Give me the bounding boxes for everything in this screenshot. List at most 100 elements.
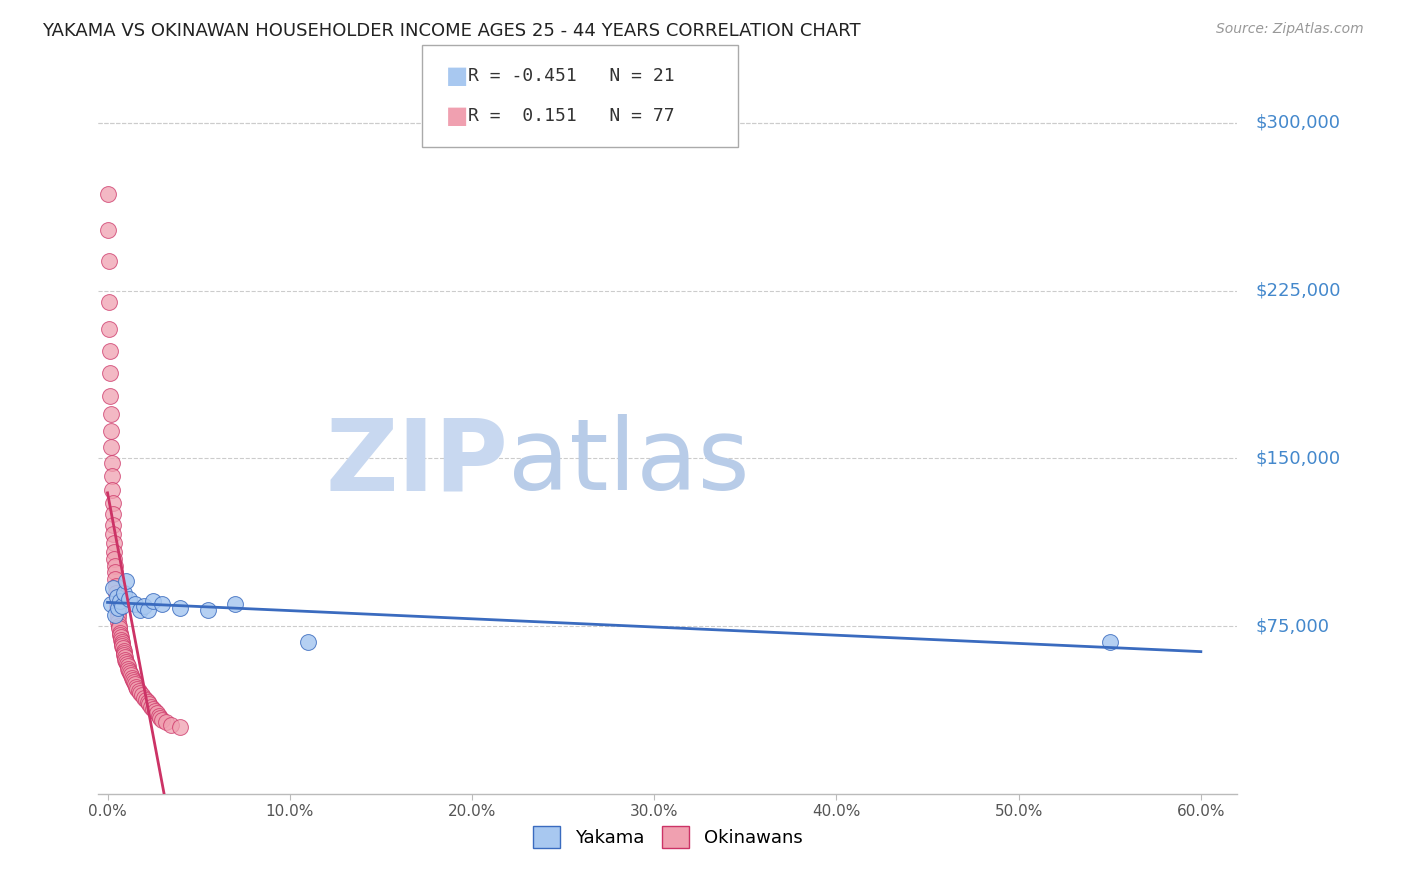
Point (117, 662, 139, 676)
Text: $225,000: $225,000 (1256, 282, 1341, 300)
Point (103, 545, 125, 559)
Point (132, 599, 155, 613)
Point (131, 689, 153, 703)
Point (112, 648, 135, 663)
Point (111, 599, 134, 613)
Point (98, 321, 121, 335)
Text: ■: ■ (446, 104, 468, 128)
Point (100, 456, 122, 470)
Point (169, 720, 191, 734)
Point (105, 590, 128, 604)
Point (125, 680, 148, 694)
Point (138, 698, 160, 712)
Point (104, 607, 127, 622)
Point (121, 671, 143, 685)
Point (98, 294, 121, 309)
Point (108, 619, 131, 633)
Point (104, 579, 127, 593)
Text: R =  0.151   N = 77: R = 0.151 N = 77 (468, 107, 675, 125)
Point (101, 469, 124, 483)
Point (101, 518, 124, 533)
Point (110, 632, 132, 647)
Text: atlas: atlas (509, 414, 749, 511)
Point (111, 641, 134, 656)
Text: ■: ■ (446, 64, 468, 87)
Point (224, 597, 246, 611)
Text: YAKAMA VS OKINAWAN HOUSEHOLDER INCOME AGES 25 - 44 YEARS CORRELATION CHART: YAKAMA VS OKINAWAN HOUSEHOLDER INCOME AG… (42, 22, 860, 40)
Text: R = -0.451   N = 21: R = -0.451 N = 21 (468, 67, 675, 85)
Point (297, 634, 319, 648)
Point (97, 223, 120, 237)
Point (129, 603, 152, 617)
Point (111, 639, 134, 653)
Point (111, 637, 134, 651)
Point (155, 715, 177, 730)
Point (98, 343, 121, 358)
Point (107, 601, 129, 615)
Point (136, 603, 159, 617)
Point (111, 634, 134, 648)
Point (97, 187, 120, 202)
Point (120, 668, 142, 682)
Point (104, 572, 127, 586)
Point (122, 673, 145, 687)
Point (143, 704, 166, 718)
Point (98, 254, 121, 268)
Point (141, 699, 163, 714)
Point (103, 552, 125, 566)
Point (112, 643, 135, 657)
Point (103, 527, 125, 541)
Point (107, 610, 129, 624)
Point (169, 601, 191, 615)
Point (160, 717, 183, 731)
Point (128, 684, 150, 698)
Point (110, 594, 132, 608)
Point (125, 681, 148, 696)
Point (148, 708, 170, 723)
Point (135, 693, 157, 707)
Point (98, 389, 121, 403)
Point (114, 574, 136, 589)
Point (105, 597, 128, 611)
Point (124, 677, 146, 691)
Point (110, 630, 132, 644)
Text: $150,000: $150,000 (1256, 450, 1341, 467)
Point (101, 581, 124, 595)
Point (145, 706, 167, 721)
Point (100, 440, 122, 454)
Text: $75,000: $75,000 (1256, 617, 1330, 635)
Point (122, 675, 145, 690)
Point (142, 702, 165, 716)
Point (149, 711, 172, 725)
Point (114, 650, 136, 665)
Point (197, 603, 219, 617)
Text: $300,000: $300,000 (1256, 114, 1340, 132)
Point (150, 713, 173, 727)
Point (101, 483, 124, 497)
Point (132, 690, 155, 705)
Text: Source: ZipAtlas.com: Source: ZipAtlas.com (1216, 22, 1364, 37)
Point (117, 659, 139, 673)
Point (118, 664, 141, 678)
Point (118, 592, 141, 607)
Point (110, 628, 132, 642)
Point (105, 601, 128, 615)
Point (101, 496, 124, 510)
Point (107, 615, 129, 629)
Point (98, 367, 121, 381)
Point (115, 657, 138, 672)
Point (120, 666, 142, 681)
Point (104, 566, 127, 580)
Point (124, 597, 146, 611)
Point (108, 621, 131, 635)
Point (114, 653, 136, 667)
Point (100, 597, 122, 611)
Point (112, 585, 135, 599)
Point (129, 686, 152, 700)
Point (107, 606, 129, 620)
Point (112, 646, 135, 660)
Point (100, 407, 122, 421)
Text: ZIP: ZIP (326, 414, 509, 511)
Point (108, 625, 131, 640)
Point (101, 508, 124, 522)
